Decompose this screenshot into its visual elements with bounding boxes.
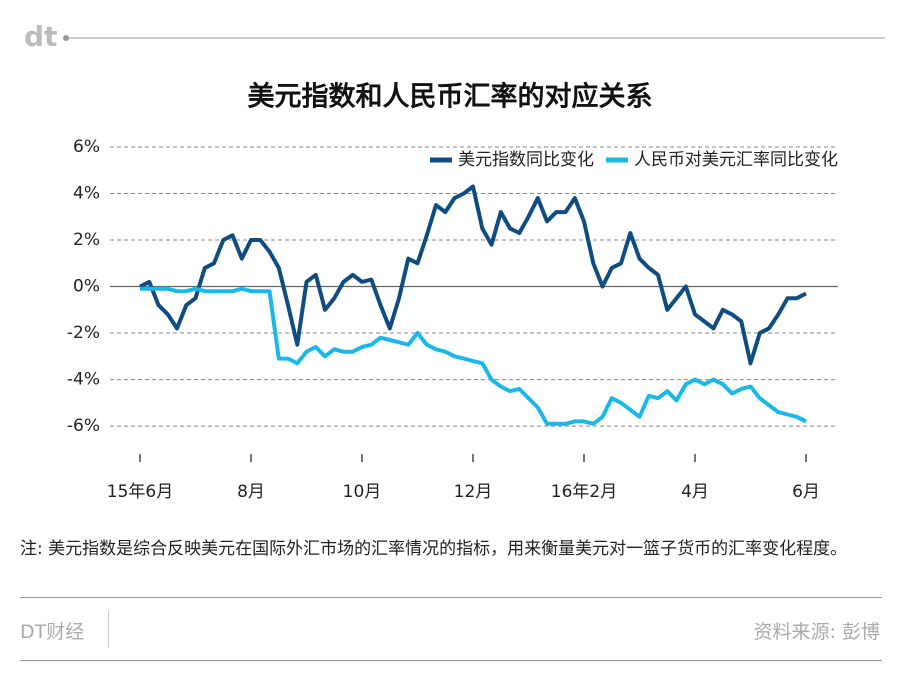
x-tick-label: 16年2月 bbox=[551, 482, 617, 502]
y-tick-label: 2% bbox=[73, 230, 100, 250]
footer-divider bbox=[108, 610, 109, 648]
footer-source: 资料来源: 彭博 bbox=[753, 621, 880, 643]
footer-rule bbox=[20, 660, 882, 661]
x-tick-label: 8月 bbox=[237, 482, 265, 502]
legend-label: 美元指数同比变化 bbox=[458, 150, 594, 170]
y-tick-label: -4% bbox=[67, 370, 100, 390]
footer-brand: DT财经 bbox=[20, 621, 85, 643]
logo: dt bbox=[24, 20, 57, 53]
series-line bbox=[139, 184, 807, 366]
y-tick-label: 0% bbox=[73, 277, 100, 297]
x-tick-label: 4月 bbox=[681, 482, 709, 502]
note: 注: 美元指数是综合反映美元在国际外汇市场的汇率情况的指标，用来衡量美元对一篮子… bbox=[20, 539, 848, 559]
x-tick-label: 10月 bbox=[343, 482, 382, 502]
legend-label: 人民币对美元汇率同比变化 bbox=[634, 150, 838, 170]
x-tick-label: 15年6月 bbox=[107, 482, 173, 502]
footer-rule bbox=[20, 597, 882, 598]
y-tick-label: -6% bbox=[67, 416, 100, 436]
y-tick-label: 6% bbox=[73, 137, 100, 157]
chart-title: 美元指数和人民币汇率的对应关系 bbox=[248, 81, 653, 113]
x-tick-label: 12月 bbox=[454, 482, 493, 502]
x-tick-label: 6月 bbox=[792, 482, 820, 502]
chart: dt 美元指数和人民币汇率的对应关系 6% 4% 2% 0% -2% -4% -6% 15年6… bbox=[24, 20, 885, 502]
header-dot bbox=[63, 35, 69, 41]
series-line bbox=[140, 286, 807, 426]
y-tick-label: 4% bbox=[73, 183, 100, 203]
y-tick-label: -2% bbox=[67, 323, 100, 343]
